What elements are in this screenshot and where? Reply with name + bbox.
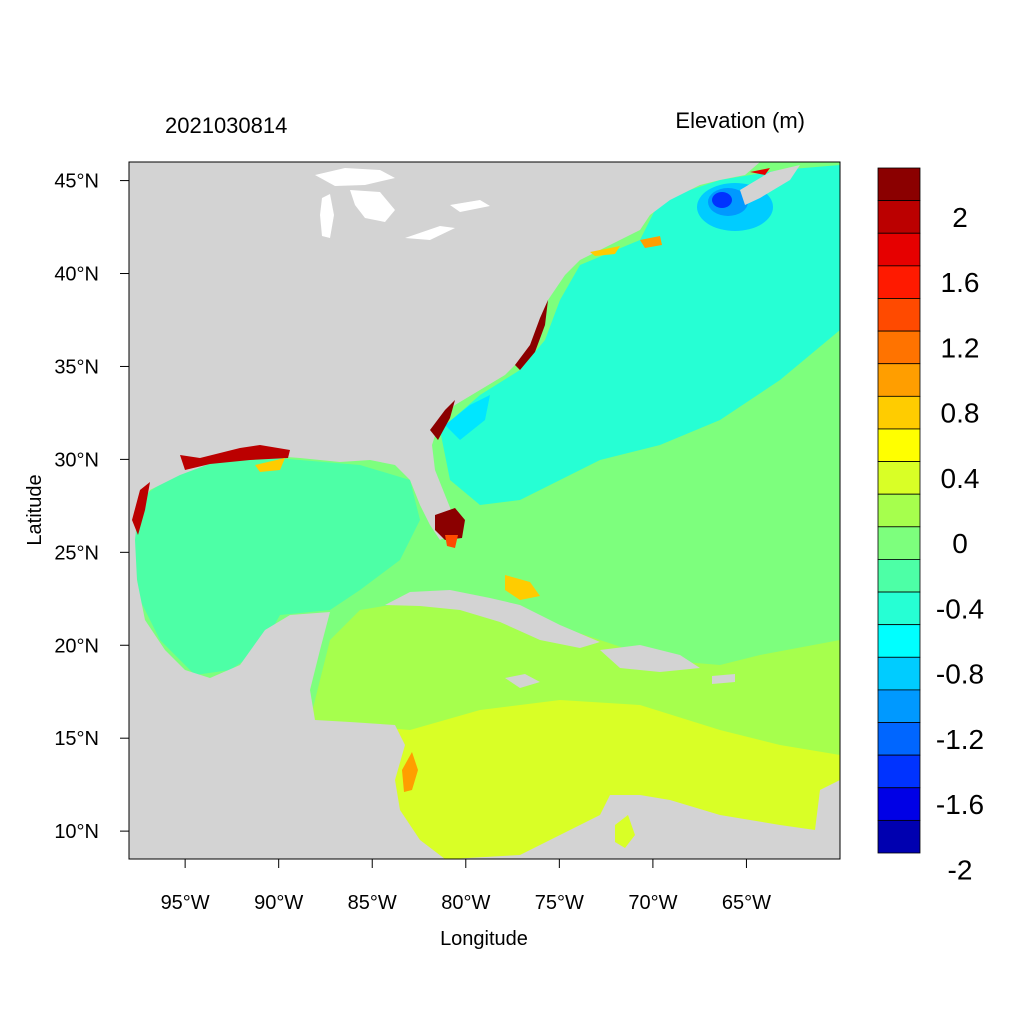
- colorbar-label: 0: [952, 528, 968, 559]
- high-anomaly-louisiana-coast: [180, 445, 290, 470]
- y-tick-label: 30°N: [54, 449, 99, 471]
- x-tick-label: 70°W: [628, 892, 677, 914]
- great-lake-huron: [350, 190, 395, 222]
- mid-anomaly-mississippi: [255, 458, 285, 472]
- ocean-region-gulf-stream: [445, 395, 490, 440]
- colorbar-swatch: [877, 330, 921, 365]
- colorbar-swatch: [877, 461, 921, 495]
- low-anomaly-bay-of-fundy: [712, 192, 732, 208]
- high-anomaly-south-florida: [435, 508, 465, 540]
- colorbar-swatch: [877, 819, 921, 854]
- y-tick-label: 25°N: [54, 542, 99, 564]
- y-axis-ticks: 45°N 40°N 35°N 30°N 25°N 20°N 15°N 10°N: [54, 171, 129, 843]
- y-tick-label: 15°N: [54, 728, 99, 750]
- land-cuba: [385, 590, 600, 648]
- colorbar-swatch: [877, 591, 921, 626]
- lake-maracaibo: [615, 815, 635, 848]
- colorbar-swatch: [877, 493, 921, 528]
- x-tick-label: 85°W: [348, 892, 397, 914]
- colorbar-swatch: [877, 787, 921, 821]
- land-hispaniola: [600, 645, 700, 672]
- map-frame: [128, 161, 841, 860]
- x-axis-ticks: 95°W 90°W 85°W 80°W 75°W 70°W 65°W: [161, 859, 771, 914]
- y-tick-label: 40°N: [54, 264, 99, 286]
- ocean-region-caribbean: [310, 600, 840, 755]
- y-tick-label: 10°N: [54, 821, 99, 843]
- x-tick-label: 95°W: [161, 892, 210, 914]
- colorbar-label: 0.8: [941, 398, 980, 429]
- colorbar-swatch: [877, 754, 921, 789]
- x-tick-label: 75°W: [535, 892, 584, 914]
- mid-anomaly-cape-cod: [640, 236, 662, 248]
- colorbar-label: 0.4: [941, 463, 980, 494]
- mid-anomaly-long-island: [590, 246, 620, 256]
- colorbar-swatch: [877, 167, 921, 202]
- map-panel: [129, 162, 840, 859]
- y-axis-label: Latitude: [24, 474, 46, 545]
- land-jamaica: [505, 674, 540, 688]
- colorbar-swatch: [877, 722, 921, 756]
- colorbar-label: -1.6: [936, 789, 984, 820]
- colorbar-label: 1.2: [941, 332, 980, 363]
- colorbar-swatch: [877, 232, 921, 267]
- colorbar: [877, 167, 921, 854]
- land-south-america: [450, 780, 840, 859]
- high-anomaly-florida-keys: [445, 535, 458, 548]
- great-lake-michigan: [320, 194, 334, 238]
- x-tick-label: 80°W: [441, 892, 490, 914]
- great-lake-erie: [405, 226, 455, 240]
- land-nova-scotia: [740, 165, 800, 205]
- colorbar-swatch: [877, 656, 921, 691]
- colorbar-label: 2: [952, 202, 968, 233]
- great-lake-ontario: [450, 200, 490, 212]
- colorbar-label: -2: [948, 854, 973, 885]
- time-stamp-title: 2021030814: [165, 113, 287, 138]
- colorbar-swatch: [877, 363, 921, 397]
- land-puerto-rico: [712, 674, 735, 684]
- x-tick-label: 65°W: [722, 892, 771, 914]
- colorbar-label: -1.2: [936, 724, 984, 755]
- colorbar-swatch: [877, 428, 921, 462]
- y-tick-label: 20°N: [54, 635, 99, 657]
- colorbar-label: -0.4: [936, 593, 984, 624]
- colorbar-swatch: [877, 298, 921, 332]
- mid-anomaly-honduras-coast: [402, 752, 418, 792]
- colorbar-labels: 2 1.6 1.2 0.8 0.4 0 -0.4 -0.8 -1.2 -1.6 -2: [936, 202, 984, 885]
- colorbar-swatch: [877, 200, 921, 234]
- high-anomaly-texas-coast: [132, 482, 150, 535]
- x-tick-label: 90°W: [254, 892, 303, 914]
- variable-title: Elevation (m): [675, 108, 805, 133]
- land-north-america: [129, 162, 760, 859]
- colorbar-swatch: [877, 265, 921, 299]
- colorbar-swatch: [877, 395, 921, 430]
- x-axis-label: Longitude: [440, 928, 528, 950]
- colorbar-swatch: [877, 624, 921, 658]
- high-anomaly-east-coast: [515, 300, 548, 370]
- colorbar-swatch: [877, 689, 921, 723]
- colorbar-label: 1.6: [941, 267, 980, 298]
- mid-anomaly-bahamas: [505, 575, 540, 600]
- y-tick-label: 35°N: [54, 356, 99, 378]
- colorbar-swatch: [877, 559, 921, 593]
- high-anomaly-carolina-coast: [430, 400, 455, 440]
- colorbar-swatch: [877, 526, 921, 560]
- high-anomaly-nova-scotia: [750, 168, 770, 175]
- ocean-region-north-atlantic: [440, 165, 840, 505]
- great-lake-superior: [315, 168, 395, 186]
- colorbar-label: -0.8: [936, 659, 984, 690]
- ocean-region-gulf-of-mexico: [133, 455, 420, 675]
- y-tick-label: 45°N: [54, 171, 99, 193]
